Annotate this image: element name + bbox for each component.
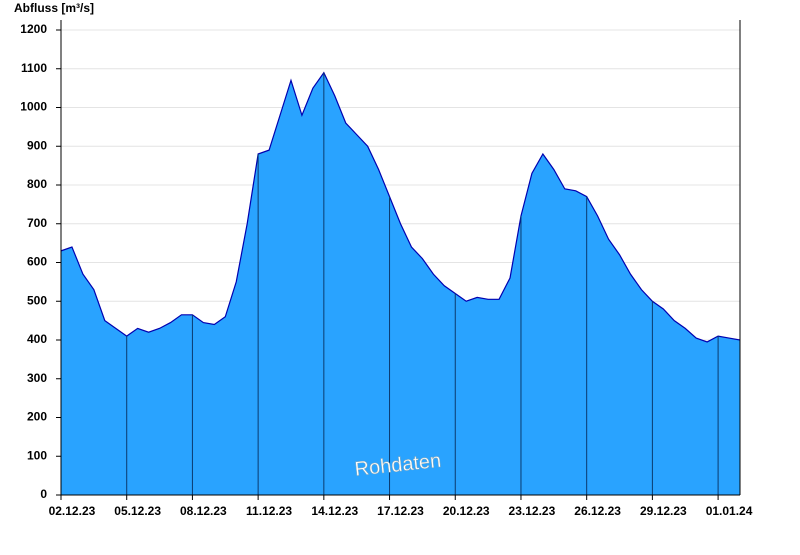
chart-title: Abfluss [m³/s] [14, 1, 94, 15]
y-tick-label: 200 [27, 410, 47, 424]
x-tick-label: 20.12.23 [443, 504, 490, 518]
x-tick-label: 29.12.23 [640, 504, 687, 518]
y-tick-label: 500 [27, 293, 47, 307]
area [61, 72, 740, 495]
x-tick-label: 26.12.23 [574, 504, 621, 518]
y-tick-label: 800 [27, 177, 47, 191]
y-tick-label: 700 [27, 216, 47, 230]
x-tick-label: 11.12.23 [246, 504, 292, 518]
y-tick-label: 1200 [20, 22, 47, 36]
y-tick-label: 0 [40, 487, 47, 501]
y-tick-label: 600 [27, 255, 47, 269]
line [60, 71, 741, 343]
y-tick-label: 300 [27, 371, 47, 385]
y-tick-label: 100 [27, 448, 47, 462]
x-tick-label: 01.01.24 [706, 504, 753, 518]
y-tick-label: 400 [27, 332, 47, 346]
y-tick-label: 1000 [20, 100, 47, 114]
x-tick-label: 08.12.23 [180, 504, 227, 518]
y-tick-label: 900 [27, 138, 47, 152]
x-tick-label: 17.12.23 [377, 504, 424, 518]
x-tick-label: 14.12.23 [311, 504, 358, 518]
x-tick-label: 05.12.23 [114, 504, 161, 518]
x-tick-label: 23.12.23 [509, 504, 556, 518]
x-tick-label: 02.12.23 [49, 504, 96, 518]
y-tick-label: 1100 [21, 61, 47, 75]
